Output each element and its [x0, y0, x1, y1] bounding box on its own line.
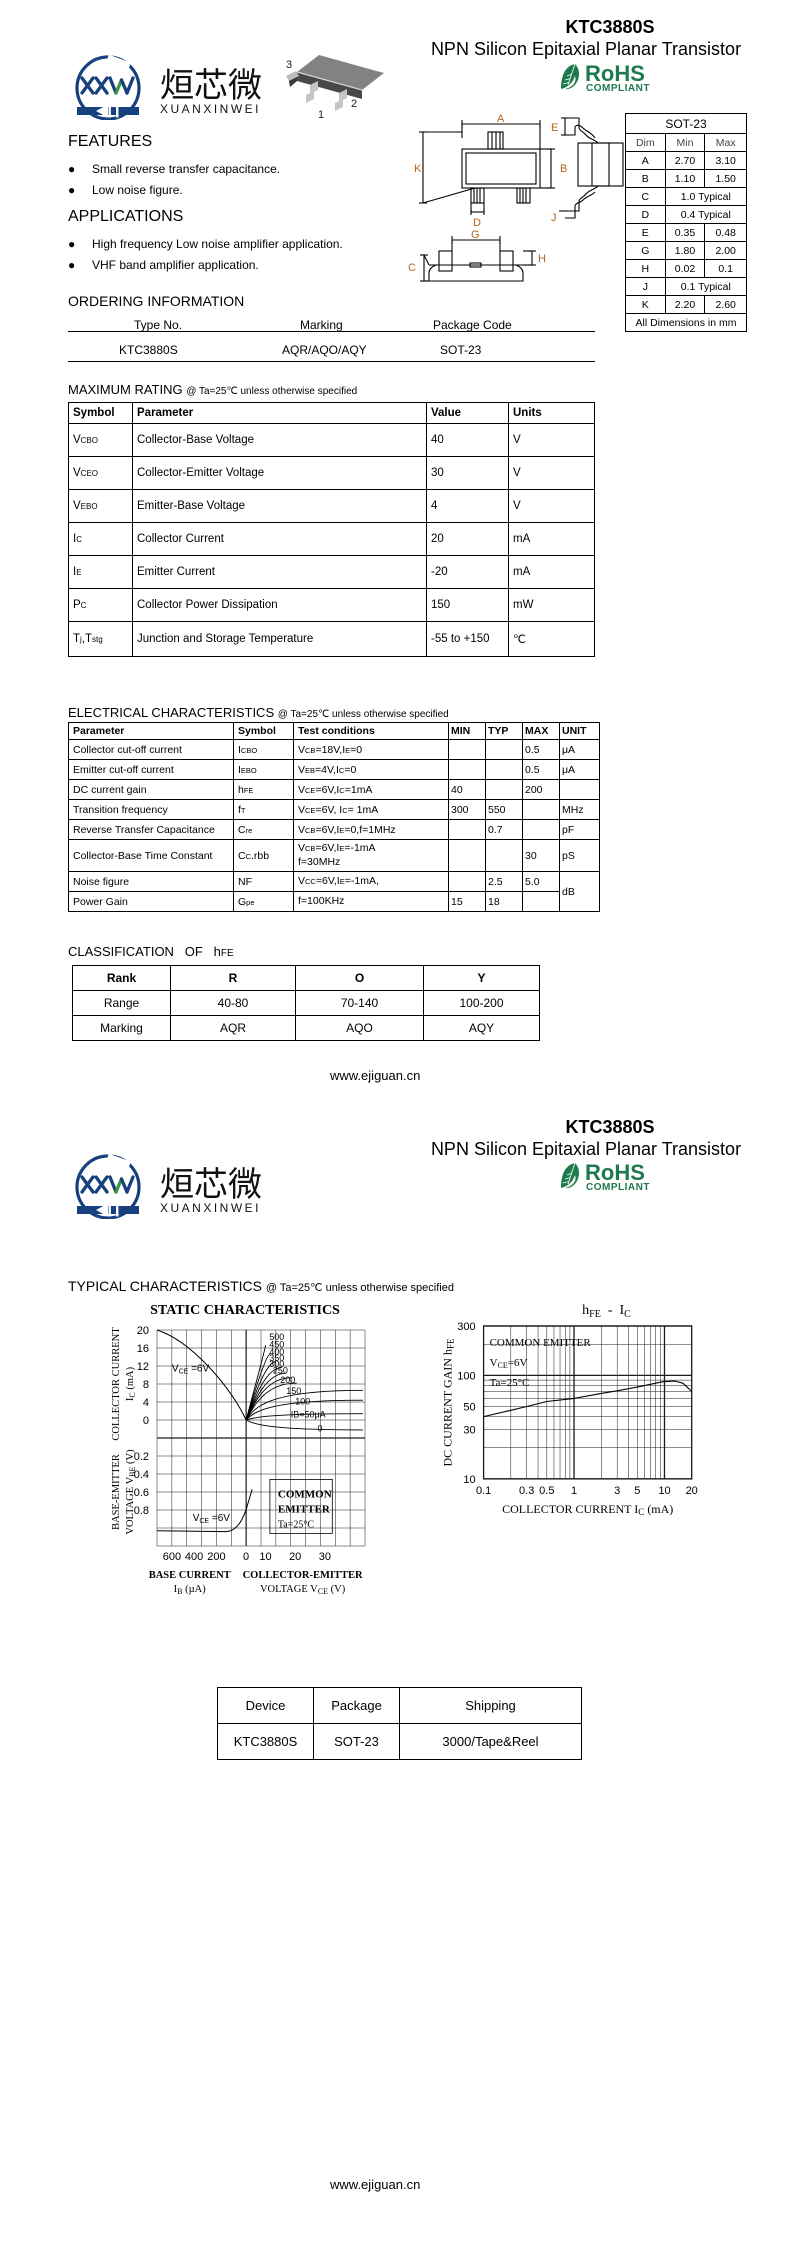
svg-text:VCE=6V: VCE=6V: [490, 1357, 528, 1370]
svg-text:0.3: 0.3: [519, 1485, 534, 1497]
svg-text:1: 1: [571, 1485, 577, 1497]
svg-text:100: 100: [457, 1370, 475, 1382]
svg-text:10: 10: [658, 1485, 670, 1497]
svg-text:Ta=25°C: Ta=25°C: [490, 1377, 530, 1389]
svg-text:20: 20: [686, 1485, 698, 1497]
svg-text:COLLECTOR CURRENT IC (mA): COLLECTOR CURRENT IC (mA): [502, 1502, 673, 1517]
svg-text:10: 10: [463, 1474, 475, 1486]
svg-text:50: 50: [463, 1402, 475, 1414]
svg-text:5: 5: [634, 1485, 640, 1497]
svg-text:0.1: 0.1: [476, 1485, 491, 1497]
svg-text:3: 3: [614, 1485, 620, 1497]
svg-text:DC CURRENT GAIN hFE: DC CURRENT GAIN hFE: [441, 1338, 456, 1466]
svg-text:30: 30: [463, 1425, 475, 1437]
svg-text:0.5: 0.5: [539, 1485, 554, 1497]
svg-text:300: 300: [457, 1321, 475, 1333]
svg-text:COMMON EMITTER: COMMON EMITTER: [490, 1337, 592, 1349]
